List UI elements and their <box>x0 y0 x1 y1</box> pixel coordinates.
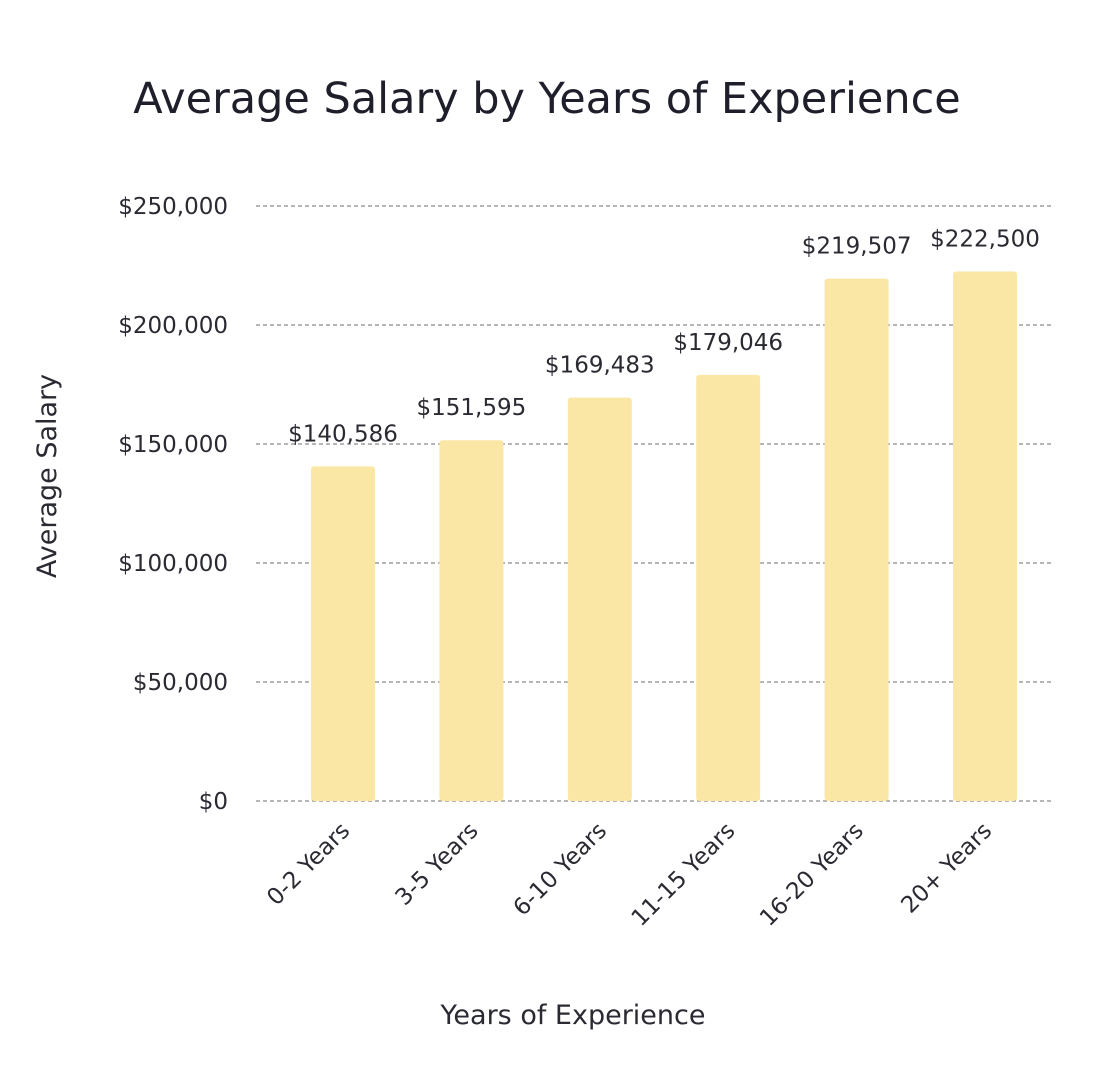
bar <box>824 278 889 801</box>
bar <box>311 466 375 801</box>
data-label: $179,046 <box>673 330 783 356</box>
data-label: $222,500 <box>930 226 1040 252</box>
x-tick-label: 11-15 Years <box>627 818 741 932</box>
data-label: $151,595 <box>417 395 527 421</box>
bars <box>311 271 1017 801</box>
chart-title: Average Salary by Years of Experience <box>133 74 960 124</box>
bar <box>567 397 632 801</box>
y-axis-title: Average Salary <box>32 374 63 578</box>
x-tick-label: 20+ Years <box>896 818 997 919</box>
y-tick-label: $0 <box>199 789 228 815</box>
data-labels: $140,586 $151,595 $169,483 $179,046 $219,507… <box>288 226 1040 447</box>
x-tick-label: 3-5 Years <box>391 818 484 911</box>
bar <box>696 374 761 801</box>
x-axis-title: Years of Experience <box>440 1000 706 1031</box>
y-tick-label: $150,000 <box>118 432 228 458</box>
y-tick-label: $50,000 <box>133 670 228 696</box>
gridlines <box>256 205 1054 802</box>
y-tick-label: $250,000 <box>118 194 228 220</box>
x-tick-label: 0-2 Years <box>262 818 355 911</box>
bar <box>439 440 504 801</box>
data-label: $169,483 <box>545 353 655 379</box>
x-tick-label: 16-20 Years <box>755 818 869 932</box>
y-axis-ticks: $0 $50,000 $100,000 $150,000 $200,000 $250,00… <box>118 194 228 815</box>
y-tick-label: $100,000 <box>118 551 228 577</box>
data-label: $219,507 <box>802 234 912 260</box>
data-label: $140,586 <box>288 421 398 447</box>
x-axis-ticks: 0-2 Years 3-5 Years 6-10 Years 11-15 Years 1… <box>262 818 997 932</box>
x-tick-label: 6-10 Years <box>509 818 612 921</box>
y-tick-label: $200,000 <box>118 313 228 339</box>
bar <box>953 271 1017 801</box>
